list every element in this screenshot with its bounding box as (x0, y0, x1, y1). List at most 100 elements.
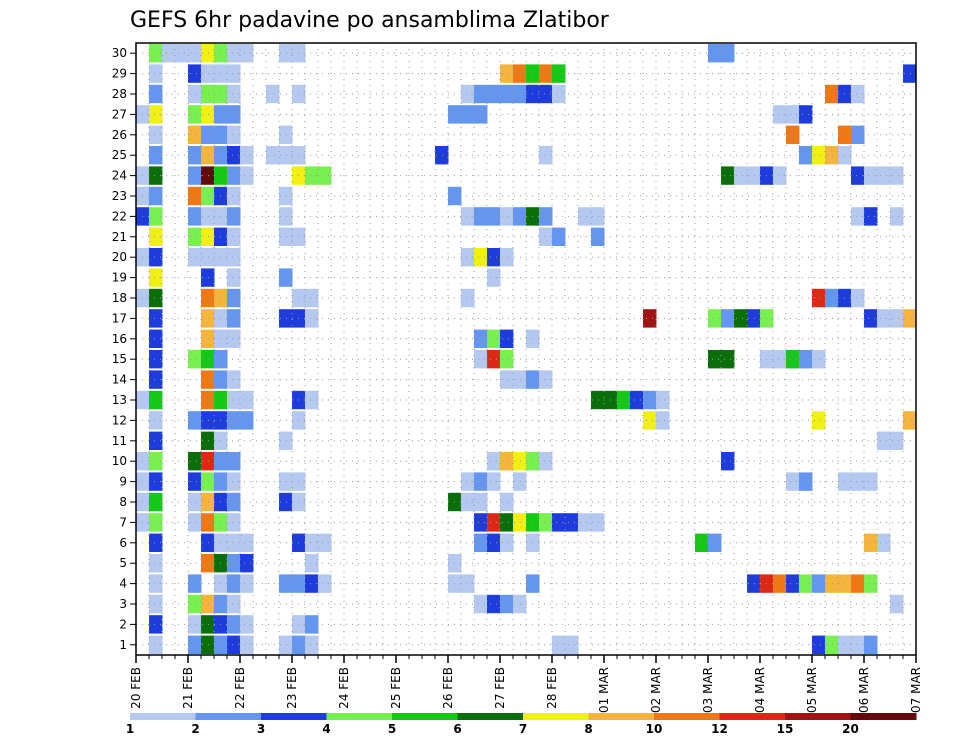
y-tick-label: 17 (112, 311, 127, 325)
heatmap-cell (617, 390, 631, 410)
y-tick-label: 30 (112, 46, 127, 60)
heatmap-cell (188, 146, 202, 165)
heatmap-cell (877, 533, 891, 552)
heatmap-cell (565, 635, 579, 654)
heatmap-cell (240, 574, 254, 593)
y-tick-label: 27 (112, 107, 127, 121)
heatmap-cell (552, 84, 566, 104)
y-tick-label: 5 (119, 556, 127, 570)
heatmap-cell (149, 146, 163, 165)
heatmap-cell (201, 248, 215, 267)
heatmap-cell (266, 84, 280, 104)
legend-label: 12 (711, 722, 728, 736)
heatmap-cell (305, 390, 319, 410)
heatmap-cell (487, 84, 501, 104)
heatmap-cell (279, 44, 293, 63)
heatmap-cell (227, 390, 241, 410)
heatmap-cell (201, 186, 215, 206)
heatmap-cell (812, 411, 826, 430)
heatmap-cell (279, 472, 293, 491)
legend-label: 8 (584, 722, 592, 736)
heatmap-cell (864, 166, 878, 185)
heatmap-cell (864, 533, 878, 552)
heatmap-cell (201, 227, 215, 246)
y-tick-label: 25 (112, 148, 127, 162)
heatmap-cell (227, 411, 241, 430)
heatmap-cell (201, 166, 215, 185)
x-tick-label: 02 MAR (649, 667, 663, 713)
heatmap-cell (227, 186, 241, 206)
heatmap-cell (500, 533, 514, 552)
legend-label: 15 (777, 722, 794, 736)
heatmap-cell (149, 84, 163, 104)
y-tick-label: 23 (112, 189, 127, 203)
y-tick-label: 21 (112, 230, 127, 244)
heatmap-cell (812, 635, 826, 654)
heatmap-cell (513, 594, 527, 614)
heatmap-cell (825, 288, 839, 308)
legend-color-box (850, 713, 917, 720)
heatmap-cell (227, 472, 241, 491)
heatmap-cell (149, 574, 163, 593)
heatmap-cell (318, 533, 332, 552)
heatmap-cell (643, 309, 657, 328)
heatmap-cell (552, 513, 566, 532)
heatmap-cell (149, 288, 163, 308)
heatmap-cell (591, 513, 605, 532)
x-tick-label: 26 FEB (441, 667, 455, 709)
heatmap-cell (201, 452, 215, 471)
x-tick-label: 25 FEB (389, 667, 403, 709)
heatmap-cell (201, 329, 215, 348)
x-tick-label: 07 MAR (909, 667, 923, 713)
heatmap-cell (643, 390, 657, 410)
legend-color-box (785, 713, 851, 720)
heatmap-cell (500, 350, 514, 369)
heatmap-cell (227, 105, 241, 124)
heatmap-cell (227, 594, 241, 614)
heatmap-cell (656, 411, 670, 430)
heatmap-cell (279, 207, 293, 226)
heatmap-cell (487, 533, 501, 552)
heatmap-cell (474, 84, 488, 104)
heatmap-cell (149, 248, 163, 267)
heatmap-cell (513, 84, 527, 104)
heatmap-cell (708, 533, 722, 552)
heatmap-cell (318, 574, 332, 593)
heatmap-cell (201, 309, 215, 328)
heatmap-cell (539, 84, 553, 104)
heatmap-cell (578, 513, 592, 532)
heatmap-cell (864, 472, 878, 491)
heatmap-cell (695, 533, 709, 552)
x-tick-label: 01 MAR (597, 667, 611, 713)
heatmap-cell (552, 227, 566, 246)
chart-title: GEFS 6hr padavine po ansamblima Zlatibor (130, 8, 610, 33)
y-tick-label: 7 (119, 515, 127, 529)
heatmap-cell (864, 207, 878, 226)
heatmap-cell (201, 431, 215, 450)
heatmap-cell (240, 554, 254, 573)
heatmap-cell (812, 288, 826, 308)
heatmap-cell (227, 207, 241, 226)
heatmap-cell (227, 370, 241, 389)
heatmap-cell (500, 248, 514, 267)
heatmap-cell (227, 64, 241, 83)
heatmap-cell (890, 594, 904, 614)
heatmap-cell (188, 186, 202, 206)
heatmap-cell (227, 452, 241, 471)
heatmap-cell (474, 350, 488, 369)
heatmap-cell (305, 166, 319, 185)
heatmap-cell (513, 207, 527, 226)
heatmap-cell (500, 64, 514, 83)
heatmap-cell (851, 472, 865, 491)
heatmap-cell (175, 44, 189, 63)
heatmap-cell (201, 64, 215, 83)
y-tick-label: 4 (119, 577, 127, 591)
heatmap-cell (240, 390, 254, 410)
y-tick-label: 22 (112, 209, 127, 223)
heatmap-cell (227, 309, 241, 328)
y-tick-label: 12 (112, 413, 127, 427)
heatmap-cell (539, 370, 553, 389)
heatmap-cell (279, 146, 293, 165)
legend-color-box (719, 713, 786, 720)
